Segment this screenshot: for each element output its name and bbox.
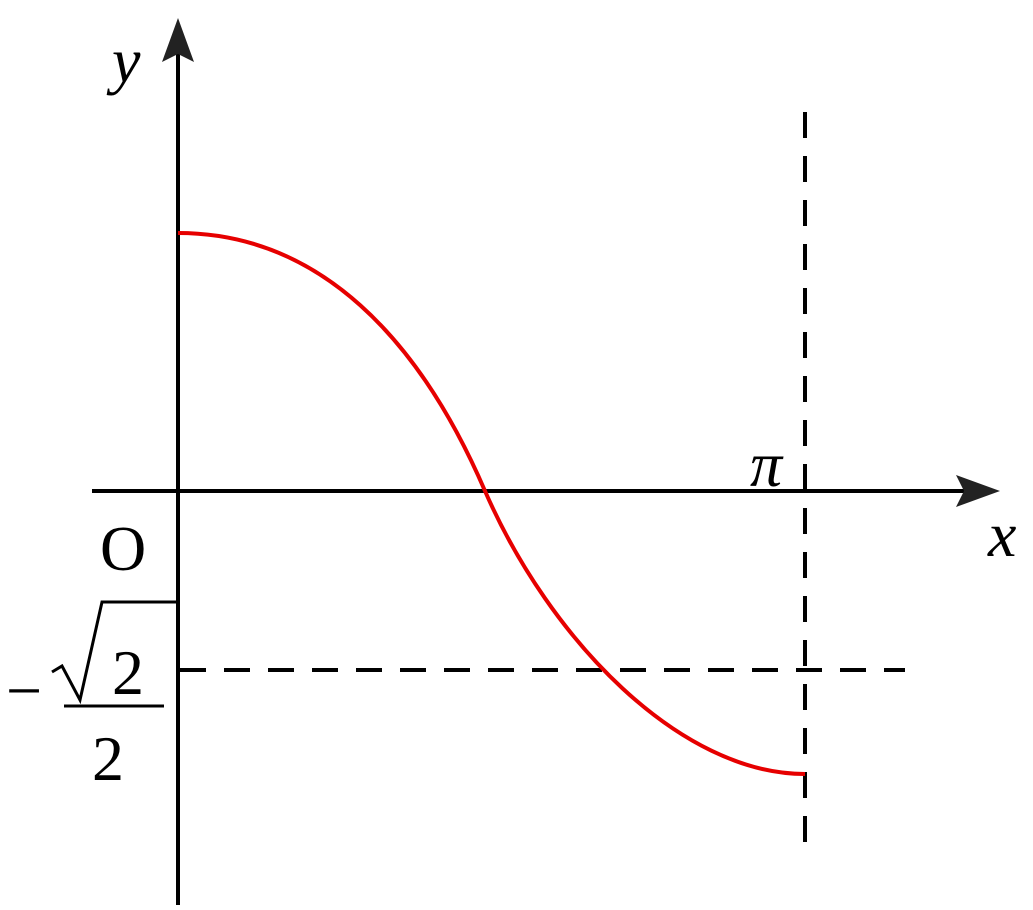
denominator: 2 — [92, 723, 124, 794]
fraction: − 2 2 — [6, 600, 178, 794]
minus-sign: − — [6, 655, 42, 726]
x-arrow — [956, 475, 1000, 507]
origin-label: O — [100, 513, 146, 584]
y-arrow — [162, 18, 194, 62]
pi-label: π — [750, 429, 784, 500]
curve — [177, 231, 806, 776]
x-label: x — [987, 499, 1016, 570]
radical — [51, 600, 178, 705]
radicand: 2 — [112, 637, 144, 708]
y-label: y — [106, 25, 141, 96]
